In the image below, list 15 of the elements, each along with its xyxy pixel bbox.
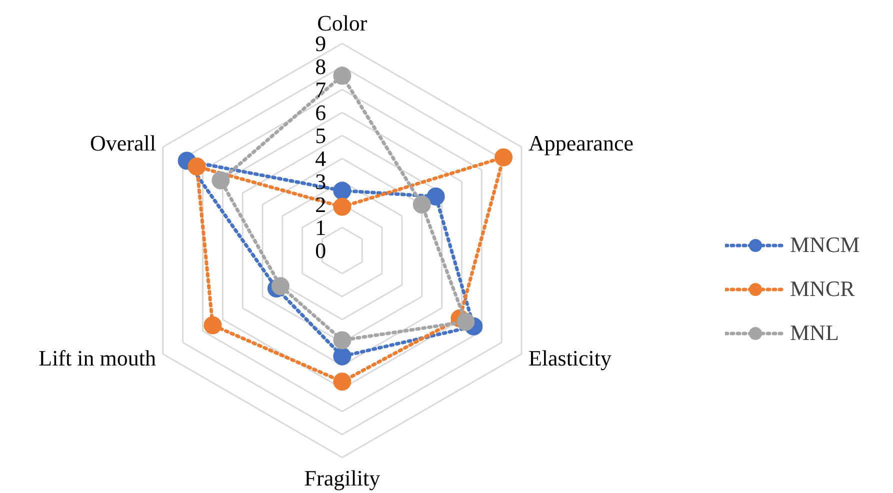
spoke-label: Lift in mouth (38, 346, 156, 371)
y-tick-label: 6 (315, 100, 326, 125)
spoke-label: Fragility (304, 466, 380, 491)
legend-label: MNCM (790, 232, 860, 258)
spoke-label: Elasticity (528, 346, 612, 371)
y-tick-label: 7 (315, 77, 326, 102)
legend-label: MNCR (790, 276, 855, 302)
spoke-label: Appearance (528, 130, 634, 156)
y-tick-label: 8 (315, 54, 326, 79)
y-tick-label: 4 (315, 146, 326, 171)
y-tick-label: 0 (315, 238, 326, 263)
spoke-label: Overall (90, 130, 156, 156)
y-tick-label: 1 (315, 215, 326, 240)
y-tick-label: 5 (315, 123, 326, 148)
legend-label: MNL (790, 320, 839, 346)
